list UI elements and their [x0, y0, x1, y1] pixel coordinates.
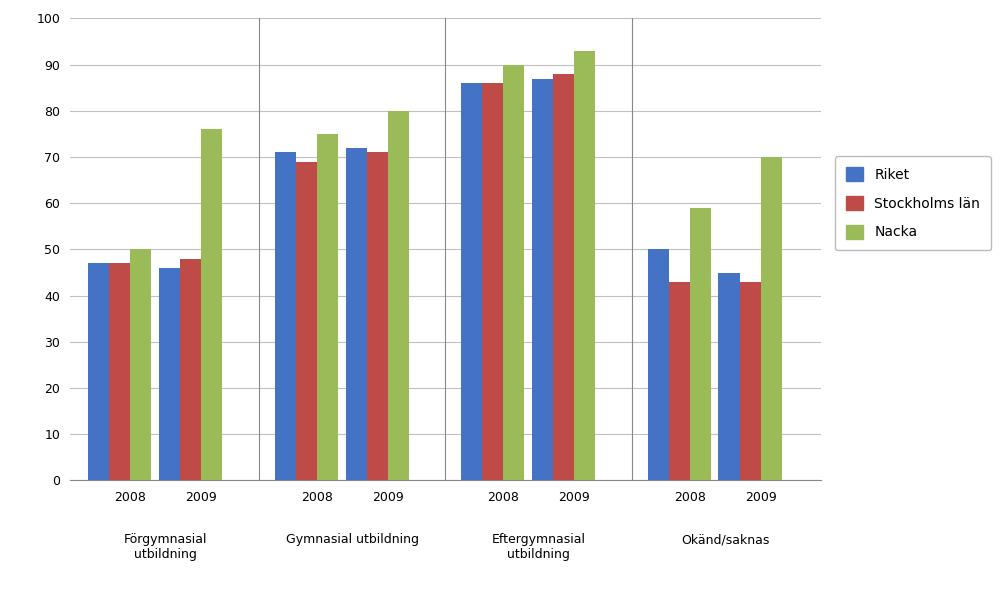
Text: Gymnasial utbildning: Gymnasial utbildning — [285, 533, 418, 546]
Bar — [274, 153, 295, 480]
Bar — [532, 78, 553, 480]
Bar — [482, 83, 504, 480]
Bar — [316, 134, 338, 480]
Bar — [553, 74, 575, 480]
Bar — [690, 208, 711, 480]
Bar — [295, 161, 316, 480]
Bar — [366, 153, 387, 480]
Bar — [180, 259, 201, 480]
Bar — [719, 272, 740, 480]
Bar — [461, 83, 482, 480]
Bar — [669, 282, 690, 480]
Bar — [88, 264, 109, 480]
Bar — [345, 148, 366, 480]
Bar — [761, 157, 782, 480]
Text: Okänd/saknas: Okänd/saknas — [681, 533, 770, 546]
Text: Eftergymnasial
utbildning: Eftergymnasial utbildning — [491, 533, 586, 561]
Bar — [740, 282, 761, 480]
Text: Förgymnasial
utbildning: Förgymnasial utbildning — [124, 533, 207, 561]
Bar — [201, 129, 222, 480]
Bar — [504, 65, 525, 480]
Bar — [648, 249, 669, 480]
Bar — [575, 51, 596, 480]
Bar — [159, 268, 180, 480]
Bar — [130, 249, 151, 480]
Bar — [387, 111, 408, 480]
Bar — [109, 264, 130, 480]
Legend: Riket, Stockholms län, Nacka: Riket, Stockholms län, Nacka — [835, 156, 991, 251]
